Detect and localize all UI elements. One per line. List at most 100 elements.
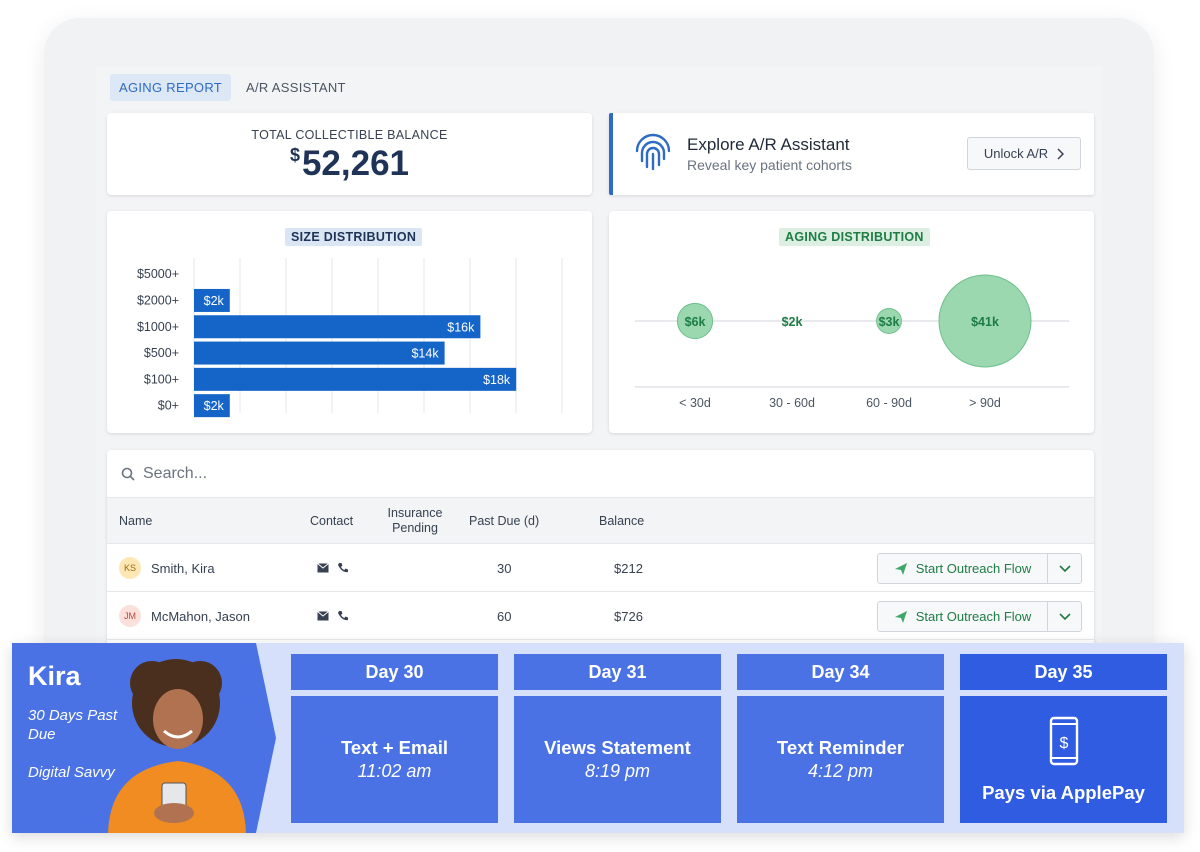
pastdue-cell: 30 (497, 560, 512, 576)
day-card-2: Views Statement 8:19 pm (514, 696, 721, 823)
persona-past-due: 30 Days Past Due (28, 707, 118, 743)
table-header: Name Contact Insurance Pending Past Due … (107, 498, 1094, 544)
bar-label: $2k (204, 399, 225, 413)
tab-bar: AGING REPORT A/R ASSISTANT (110, 74, 355, 101)
x-tick-label: > 90d (969, 396, 1001, 410)
bar[interactable] (194, 367, 517, 391)
chevron-right-icon (1057, 147, 1065, 160)
header-name[interactable]: Name (119, 513, 153, 528)
bar[interactable] (194, 341, 445, 365)
balance-cell: $212 (614, 560, 643, 576)
bubble-label: $2k (782, 315, 803, 329)
explore-title: Explore A/R Assistant (687, 135, 850, 154)
explore-card: Explore A/R Assistant Reveal key patient… (609, 113, 1094, 195)
svg-text:$: $ (1059, 735, 1068, 752)
tab-ar-assistant[interactable]: A/R ASSISTANT (246, 80, 346, 95)
name-cell: KS Smith, Kira (119, 544, 215, 592)
tab-aging-report[interactable]: AGING REPORT (110, 74, 232, 101)
search-input[interactable] (143, 464, 743, 483)
bar-label: $14k (411, 347, 439, 361)
chevron-down-icon (1058, 612, 1071, 620)
patient-name[interactable]: Smith, Kira (151, 560, 215, 576)
phone-icon[interactable] (337, 610, 349, 622)
outreach-dropdown-button[interactable] (1048, 554, 1081, 583)
size-chart-title: SIZE DISTRIBUTION (285, 228, 423, 246)
search-bar (107, 450, 1094, 498)
bar-label: $16k (447, 320, 475, 334)
patient-name[interactable]: McMahon, Jason (151, 608, 250, 624)
currency-symbol: $ (289, 145, 300, 165)
header-insurance[interactable]: Insurance Pending (387, 506, 443, 535)
aging-chart: $6k < 30d $2k 30 - 60d $3k 60 - 90d $41k > 90d (635, 274, 1069, 410)
start-outreach-button[interactable]: Start Outreach Flow (878, 602, 1048, 631)
unlock-ar-label: Unlock A/R (983, 146, 1049, 161)
size-distribution-card: SIZE DISTRIBUTION $5000+ $2000+ $2k $1000+ $… (107, 211, 592, 433)
day-time: 11:02 am (357, 761, 432, 781)
y-tick-label: $1000+ (137, 320, 179, 334)
start-outreach-label: Start Outreach Flow (915, 609, 1032, 624)
outreach-button-group: Start Outreach Flow (877, 601, 1082, 632)
table-row[interactable]: JM McMahon, Jason 60 $726 Start Outreach Flo… (107, 592, 1094, 640)
day-card-3: Text Reminder 4:12 pm (737, 696, 944, 823)
bar[interactable] (194, 288, 230, 312)
day-action: Text Reminder (776, 737, 905, 758)
chevron-down-icon (1058, 564, 1071, 572)
bar-label: $2k (204, 294, 225, 308)
avatar: JM (119, 605, 141, 627)
avatar: KS (119, 557, 141, 579)
day-action: Pays via ApplePay (982, 781, 1145, 803)
x-tick-label: < 30d (679, 396, 711, 410)
bar[interactable] (194, 315, 481, 339)
balance-cell: $726 (614, 608, 643, 624)
phone-dollar-icon: $ (1049, 716, 1078, 765)
bubble[interactable] (938, 274, 1032, 368)
persona-trait: Digital Savvy (28, 764, 115, 781)
header-pastdue[interactable]: Past Due (d) (469, 513, 540, 528)
contact-cell (317, 544, 349, 592)
bubble[interactable] (676, 302, 714, 340)
table-row[interactable]: KS Smith, Kira 30 $212 Start Outreach Flow (107, 544, 1094, 592)
day-card-1: Text + Email 11:02 am (291, 696, 498, 823)
y-tick-label: $5000+ (137, 267, 179, 281)
day-action: Text + Email (340, 737, 449, 758)
outreach-button-group: Start Outreach Flow (877, 553, 1082, 584)
size-chart: $5000+ $2000+ $2k $1000+ $16k $500+ $14k $100+ $… (137, 258, 563, 418)
patient-table: Name Contact Insurance Pending Past Due … (107, 450, 1094, 650)
x-tick-label: 30 - 60d (769, 396, 815, 410)
aging-distribution-card: AGING DISTRIBUTION $6k < 30d $2k 30 - 60d $3… (609, 211, 1094, 433)
persona-panel: Kira 30 Days Past Due Digital Savvy (12, 643, 288, 833)
header-balance[interactable]: Balance (599, 513, 645, 528)
persona-name: Kira (28, 661, 81, 691)
day-header-4: Day 35 (960, 654, 1167, 690)
balance-value: 52,261 (301, 144, 410, 183)
pastdue-cell: 60 (497, 608, 512, 624)
y-tick-label: $2000+ (137, 293, 179, 307)
header-contact[interactable]: Contact (310, 513, 354, 528)
balance-label: TOTAL COLLECTIBLE BALANCE (251, 128, 448, 142)
start-outreach-button[interactable]: Start Outreach Flow (878, 554, 1048, 583)
send-icon (894, 562, 907, 575)
bubble[interactable] (876, 308, 902, 334)
unlock-ar-button[interactable]: Unlock A/R (967, 137, 1081, 170)
bubble-label: $6k (685, 315, 706, 329)
persona-photo (12, 643, 276, 833)
phone-icon[interactable] (337, 562, 349, 574)
y-tick-label: $100+ (144, 372, 179, 386)
outreach-dropdown-button[interactable] (1048, 602, 1081, 631)
day-header-2: Day 31 (514, 654, 721, 690)
bar[interactable] (194, 394, 230, 418)
day-time: 4:12 pm (807, 761, 874, 781)
y-tick-label: $500+ (144, 346, 179, 360)
name-cell: JM McMahon, Jason (119, 592, 250, 640)
start-outreach-label: Start Outreach Flow (915, 561, 1032, 576)
day-header-1: Day 30 (291, 654, 498, 690)
day-header-3: Day 34 (737, 654, 944, 690)
y-tick-label: $0+ (158, 399, 179, 413)
bubble-label: $41k (971, 315, 999, 329)
email-icon[interactable] (317, 611, 329, 621)
explore-subtitle: Reveal key patient cohorts (687, 157, 852, 173)
balance-amount: $52,261 (107, 144, 592, 184)
contact-cell (317, 592, 349, 640)
email-icon[interactable] (317, 563, 329, 573)
day-action: Views Statement (544, 737, 691, 758)
